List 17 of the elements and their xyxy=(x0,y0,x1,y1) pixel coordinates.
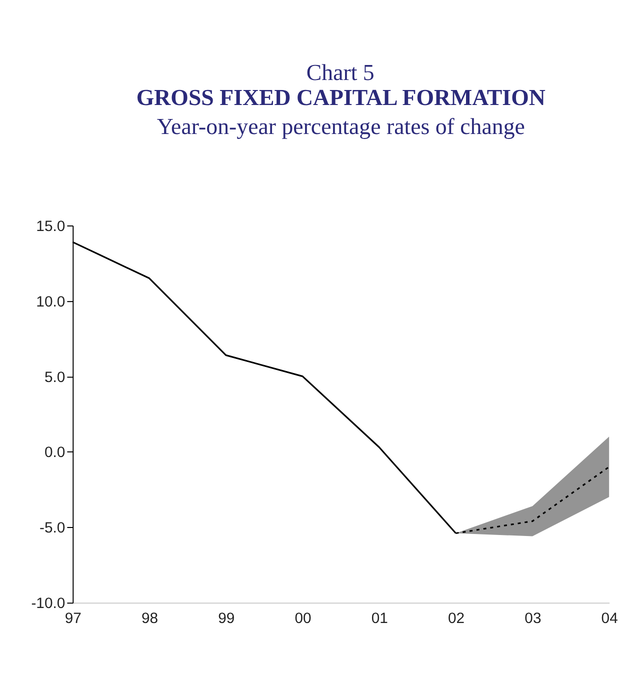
y-tick-label: 15.0 xyxy=(36,218,66,235)
y-tick-label: 10.0 xyxy=(36,293,66,310)
x-tick-label: 98 xyxy=(141,610,158,628)
x-tick-label: 99 xyxy=(218,610,235,628)
x-tick-label: 00 xyxy=(294,610,312,628)
y-tick-label: 0.0 xyxy=(44,444,66,462)
x-tick-label: 04 xyxy=(601,610,618,628)
x-tick-label: 01 xyxy=(371,610,388,628)
chart-subtitle: Year-on-year percentage rates of change xyxy=(156,114,525,139)
y-tick-label: 5.0 xyxy=(44,368,66,386)
x-tick-label: 97 xyxy=(64,610,82,628)
y-tick-label: -5.0 xyxy=(40,520,66,537)
x-tick-label: 02 xyxy=(448,610,465,628)
x-tick-label: 03 xyxy=(524,610,542,628)
caption: Chart 5 xyxy=(306,60,374,86)
y-tick-label: -10.0 xyxy=(31,595,66,612)
chart-title: GROSS FIXED CAPITAL FORMATION xyxy=(136,85,546,110)
